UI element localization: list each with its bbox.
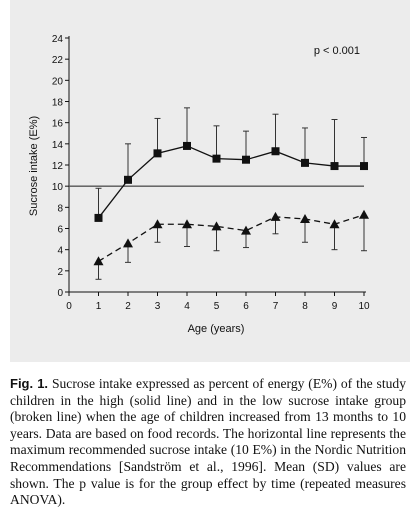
data-point-triangle	[123, 238, 133, 248]
x-tick-label: 4	[184, 301, 190, 312]
y-tick-label: 24	[52, 34, 64, 45]
data-point-triangle	[241, 225, 251, 235]
data-point-square	[301, 158, 309, 167]
x-tick-label: 2	[125, 301, 131, 312]
error-bars	[95, 107, 367, 280]
y-tick-label: 0	[57, 288, 63, 299]
data-point-square	[153, 149, 162, 158]
y-tick-label: 4	[57, 246, 63, 257]
chart-panel	[10, 0, 410, 362]
x-tick-label: 7	[273, 301, 279, 312]
series-markers	[93, 141, 369, 266]
x-tick-label: 10	[358, 301, 370, 312]
series-lines	[97, 145, 365, 262]
x-tick-label: 0	[66, 301, 72, 312]
y-tick-label: 10	[52, 182, 64, 193]
y-tick-label: 18	[52, 98, 64, 109]
y-axis-label: Sucrose intake (E%)	[28, 116, 40, 216]
y-tick-label: 16	[52, 119, 64, 130]
high-group-line	[97, 145, 364, 219]
caption-label: Fig. 1.	[10, 376, 49, 391]
x-tick-label: 3	[155, 301, 161, 312]
data-point-triangle	[359, 209, 369, 219]
x-tick-label: 8	[302, 301, 308, 312]
x-tick-label: 6	[243, 301, 249, 312]
y-tick-label: 20	[52, 76, 64, 87]
y-tick-label: 8	[57, 203, 63, 214]
data-point-square	[183, 141, 191, 150]
data-point-square	[360, 162, 368, 171]
x-axis-label: Age (years)	[188, 323, 245, 335]
data-point-triangle	[211, 221, 222, 231]
caption-text: Sucrose intake expressed as percent of e…	[10, 376, 407, 508]
data-point-triangle	[152, 219, 163, 229]
data-point-triangle	[300, 213, 310, 223]
p-value-annotation: p < 0.001	[314, 45, 360, 57]
data-point-triangle	[329, 219, 340, 229]
figure-caption: Fig. 1. Sucrose intake expressed as perc…	[10, 376, 406, 509]
x-tick-label: 9	[332, 301, 338, 312]
data-point-triangle	[93, 256, 104, 266]
data-point-triangle	[270, 211, 281, 221]
data-point-square	[242, 155, 250, 164]
data-point-square	[330, 162, 339, 171]
y-tick-label: 12	[52, 161, 64, 172]
y-tick-label: 2	[57, 267, 63, 278]
x-tick-label: 1	[96, 301, 102, 312]
data-point-square	[124, 175, 132, 184]
y-tick-label: 6	[57, 225, 63, 236]
y-tick-label: 14	[52, 140, 64, 151]
y-tick-label: 22	[52, 55, 64, 66]
axis-labels: Age (years) Sucrose intake (E%) p < 0.00…	[28, 45, 360, 335]
data-point-square	[94, 213, 103, 222]
data-point-triangle	[182, 219, 192, 229]
x-tick-label: 5	[214, 301, 220, 312]
data-point-square	[212, 154, 221, 163]
low-group-line	[98, 214, 365, 262]
data-point-square	[271, 147, 280, 156]
